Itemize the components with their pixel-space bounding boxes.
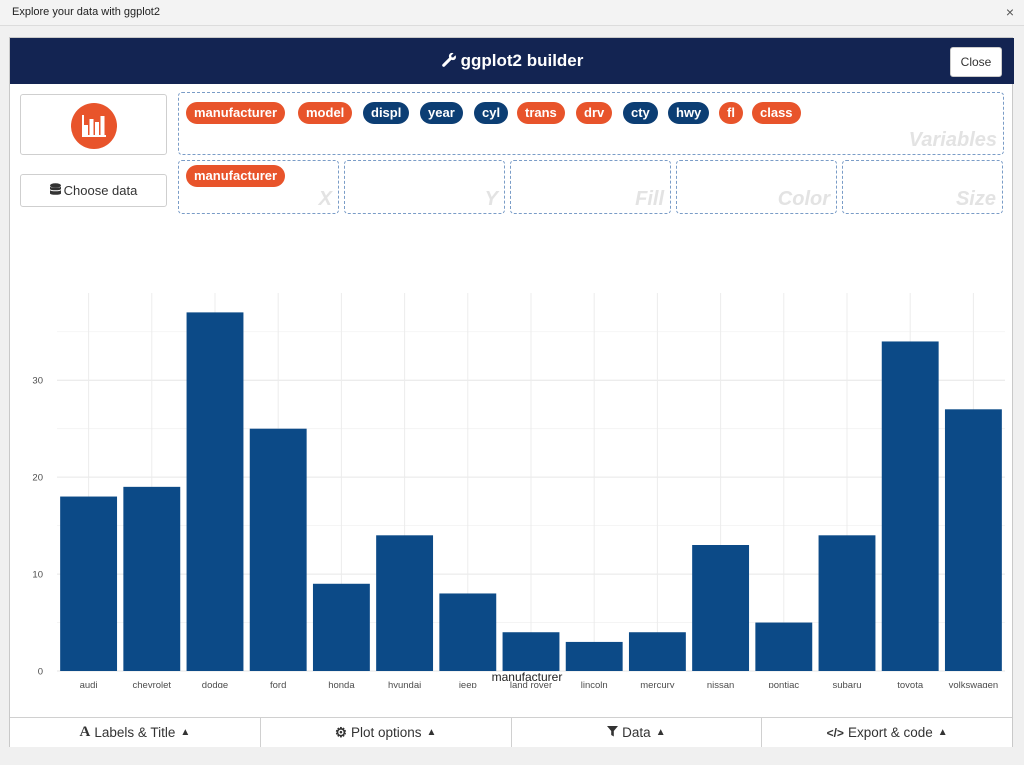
tab-plot-options[interactable]: ⚙ Plot options ▲ [260, 718, 512, 747]
x-tick-label: nissan [707, 680, 734, 688]
x-tick-label: dodge [202, 680, 228, 688]
fill-dropzone[interactable]: Fill [510, 160, 671, 214]
variable-chip-manufacturer[interactable]: manufacturer [186, 102, 286, 124]
tab-labels-title[interactable]: A Labels & Title ▲ [10, 718, 261, 747]
x-tick-label: volkswagen [949, 680, 999, 688]
y-tick-label: 30 [32, 376, 43, 387]
x-tick-label: ford [270, 680, 286, 688]
y-tick-label: 10 [32, 570, 43, 581]
wrench-icon [441, 52, 456, 67]
variable-chip-cty[interactable]: cty [623, 102, 658, 124]
bar-pontiac[interactable] [755, 622, 813, 671]
caret-up-icon: ▲ [180, 727, 191, 738]
choose-data-label: Choose data [63, 183, 138, 198]
bar-honda[interactable] [312, 583, 370, 671]
bar-nissan[interactable] [692, 545, 750, 671]
builder-title-text: ggplot2 builder [460, 51, 584, 70]
x-tick-label: audi [80, 680, 98, 688]
tab-export-code-label: Export & code [847, 725, 933, 740]
x-tick-label: jeep [458, 680, 477, 688]
variable-chip-model[interactable]: model [298, 102, 353, 124]
x-tick-label: lincoln [581, 680, 608, 688]
x-tick-label: hyundai [388, 680, 421, 688]
caret-up-icon: ▲ [937, 727, 948, 738]
color-dropzone-label: Color [777, 188, 830, 210]
window-title: Explore your data with ggplot2 [12, 6, 160, 18]
variable-chip-trans[interactable]: trans [517, 102, 565, 124]
tab-data[interactable]: Data ▲ [511, 718, 763, 747]
x-tick-label: honda [328, 680, 355, 688]
bar-audi[interactable] [60, 496, 118, 671]
x-tick-label: land rover [510, 680, 552, 688]
fill-dropzone-label: Fill [635, 188, 664, 210]
x-tick-label: toyota [897, 680, 924, 688]
bar-hyundai[interactable] [376, 535, 434, 671]
bar-jeep[interactable] [439, 593, 497, 671]
bar-chart-icon [71, 103, 117, 149]
y-tick-label: 20 [32, 473, 43, 484]
variable-chip-class[interactable]: class [752, 102, 801, 124]
builder-header: ggplot2 builder Close [10, 38, 1014, 84]
variable-chip-drv[interactable]: drv [576, 102, 613, 124]
variables-dropzone-label: Variables [908, 129, 997, 151]
color-dropzone[interactable]: Color [676, 160, 837, 214]
bar-chart: 0 10 20 30 audi chevrolet dodge ford honda hyund… [32, 293, 1005, 688]
x-tick-label: mercury [640, 680, 675, 688]
bar-volkswagen[interactable] [944, 409, 1002, 671]
window-close-icon[interactable]: × [1005, 4, 1015, 20]
x-tick-label: pontiac [768, 680, 799, 688]
bar-toyota[interactable] [881, 341, 939, 671]
bottom-toolbar: A Labels & Title ▲ ⚙ Plot options ▲ Data… [10, 717, 1012, 747]
tab-export-code[interactable]: </> Export & code ▲ [762, 718, 1012, 747]
font-icon: A [79, 724, 91, 740]
x-mapped-chip[interactable]: manufacturer [186, 165, 286, 187]
y-tick-label: 0 [38, 667, 43, 678]
bar-chevrolet[interactable] [123, 486, 181, 671]
bar-lincoln[interactable] [565, 641, 623, 671]
y-dropzone-label: Y [484, 188, 498, 210]
bar-mercury[interactable] [628, 632, 686, 671]
tab-data-label: Data [622, 725, 651, 740]
gears-icon: ⚙ [334, 724, 347, 740]
variable-chip-year[interactable]: year [420, 102, 463, 124]
code-icon: </> [826, 725, 844, 740]
x-tick-label: subaru [832, 680, 861, 688]
tab-labels-title-label: Labels & Title [94, 725, 176, 740]
bar-subaru[interactable] [818, 535, 876, 671]
builder-title: ggplot2 builder [10, 38, 1014, 84]
bar-land-rover[interactable] [502, 632, 560, 671]
x-axis-label: manufacturer [492, 670, 563, 684]
caret-up-icon: ▲ [655, 727, 666, 738]
variable-chip-cyl[interactable]: cyl [474, 102, 509, 124]
bar-ford[interactable] [249, 428, 307, 671]
y-dropzone[interactable]: Y [344, 160, 505, 214]
bar-dodge[interactable] [186, 312, 244, 671]
size-dropzone[interactable]: Size [842, 160, 1003, 214]
close-button[interactable]: Close [950, 47, 1002, 77]
choose-data-button[interactable]: Choose data [20, 174, 167, 207]
variable-chip-fl[interactable]: fl [719, 102, 743, 124]
filter-icon [607, 725, 619, 740]
geom-preview-box[interactable] [20, 94, 167, 155]
caret-up-icon: ▲ [426, 727, 437, 738]
x-tick-label: chevrolet [133, 680, 172, 688]
variable-chip-hwy[interactable]: hwy [668, 102, 710, 124]
database-icon [49, 183, 61, 195]
tab-plot-options-label: Plot options [350, 725, 422, 740]
size-dropzone-label: Size [955, 188, 996, 210]
window-titlebar: Explore your data with ggplot2 × [0, 0, 1024, 26]
variable-chip-displ[interactable]: displ [363, 102, 410, 124]
x-dropzone-label: X [318, 188, 332, 210]
builder-frame: ggplot2 builder Close Choose data Variab… [9, 37, 1014, 747]
